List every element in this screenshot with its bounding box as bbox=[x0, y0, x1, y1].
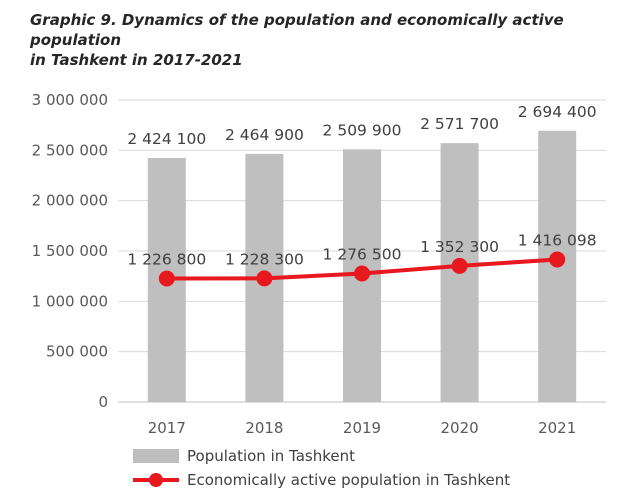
active-population-line-series bbox=[158, 251, 566, 287]
legend-bar-swatch bbox=[133, 449, 179, 463]
x-tick-label: 2019 bbox=[343, 419, 381, 437]
x-tick-label: 2021 bbox=[538, 419, 576, 437]
chart-legend: Population in Tashkent Economically acti… bbox=[133, 444, 510, 492]
legend-label-active-population: Economically active population in Tashke… bbox=[187, 471, 511, 489]
active-population-point bbox=[354, 265, 370, 282]
active-population-label: 1 352 300 bbox=[420, 238, 499, 256]
active-population-labels: 1 226 800 1 228 300 1 276 500 1 352 300 1 41… bbox=[127, 231, 596, 268]
y-tick-label: 2 500 000 bbox=[32, 141, 108, 159]
y-tick-label: 1 000 000 bbox=[32, 292, 108, 310]
active-population-point bbox=[451, 257, 468, 274]
legend-label-population: Population in Tashkent bbox=[187, 447, 355, 465]
active-population-label: 1 226 800 bbox=[127, 251, 206, 269]
active-population-label: 1 416 098 bbox=[518, 231, 597, 249]
x-axis-ticks: 2017 2018 2019 2020 2021 bbox=[148, 419, 577, 437]
y-tick-label: 1 500 000 bbox=[32, 242, 108, 260]
chart-title-line-2: in Tashkent in 2017-2021 bbox=[30, 51, 243, 69]
x-tick-label: 2017 bbox=[148, 419, 186, 437]
y-tick-label: 500 000 bbox=[46, 343, 108, 361]
active-population-label: 1 276 500 bbox=[323, 245, 402, 263]
chart-title: Graphic 9. Dynamics of the population an… bbox=[30, 10, 610, 70]
population-bar-label: 2 571 700 bbox=[420, 115, 499, 133]
x-tick-label: 2020 bbox=[441, 419, 479, 437]
population-bar-label: 2 694 400 bbox=[518, 103, 597, 121]
active-population-label: 1 228 300 bbox=[225, 250, 304, 268]
population-bar-label: 2 509 900 bbox=[323, 121, 402, 139]
y-tick-label: 3 000 000 bbox=[32, 91, 108, 109]
active-population-point bbox=[549, 251, 566, 268]
legend-item-active-population: Economically active population in Tashke… bbox=[133, 468, 510, 492]
y-axis-ticks: 0 500 000 1 000 000 1 500 000 2 000 000 2 500… bbox=[32, 91, 108, 411]
population-bar-label: 2 464 900 bbox=[225, 126, 304, 144]
y-tick-label: 0 bbox=[98, 393, 108, 411]
chart-title-line-1: Graphic 9. Dynamics of the population an… bbox=[30, 11, 564, 49]
active-population-point bbox=[256, 270, 273, 287]
chart-plot: 0 500 000 1 000 000 1 500 000 2 000 000 2 500… bbox=[32, 91, 606, 437]
x-tick-label: 2018 bbox=[245, 419, 283, 437]
active-population-point bbox=[158, 270, 175, 287]
legend-item-population: Population in Tashkent bbox=[133, 444, 510, 468]
y-tick-label: 2 000 000 bbox=[32, 192, 108, 210]
legend-line-swatch bbox=[133, 473, 179, 487]
population-bar-label: 2 424 100 bbox=[127, 130, 206, 148]
population-bar-labels: 2 424 100 2 464 900 2 509 900 2 571 700 2 69… bbox=[127, 103, 596, 148]
